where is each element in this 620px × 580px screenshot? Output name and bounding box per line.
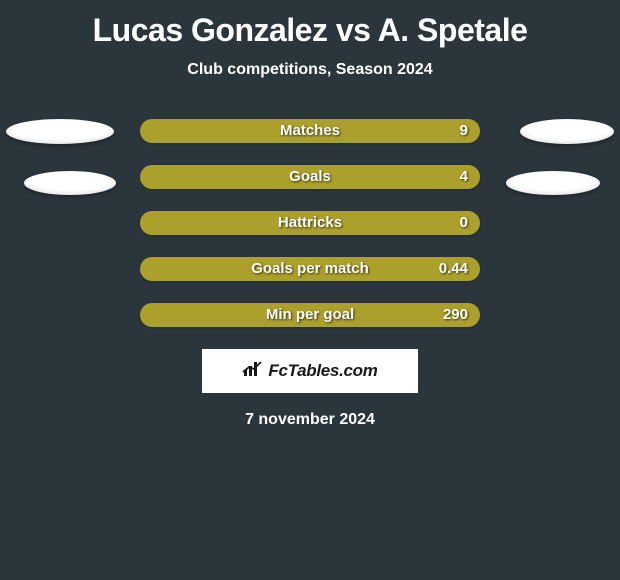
date-label: 7 november 2024	[0, 411, 620, 429]
bar-fill	[140, 119, 480, 143]
bar-row: Matches 9	[140, 119, 480, 143]
bar-row: Goals 4	[140, 165, 480, 189]
bars-group: Matches 9 Goals 4 Hattricks 0 Goals per …	[140, 119, 480, 327]
page-subtitle: Club competitions, Season 2024	[0, 61, 620, 79]
bar-fill	[140, 303, 480, 327]
logo-text: FcTables.com	[268, 361, 377, 381]
source-logo: FcTables.com	[202, 349, 418, 393]
bar-row: Goals per match 0.44	[140, 257, 480, 281]
comparison-chart: Matches 9 Goals 4 Hattricks 0 Goals per …	[0, 119, 620, 429]
bar-fill	[140, 165, 480, 189]
bar-row: Hattricks 0	[140, 211, 480, 235]
bar-row: Min per goal 290	[140, 303, 480, 327]
bar-fill	[140, 257, 480, 281]
chart-icon	[242, 360, 264, 383]
player-left-ellipse-2	[24, 171, 116, 195]
player-left-ellipse-1	[6, 119, 114, 144]
page-title: Lucas Gonzalez vs A. Spetale	[0, 12, 620, 49]
bar-fill	[140, 211, 480, 235]
player-right-ellipse-2	[506, 171, 600, 195]
player-right-ellipse-1	[520, 119, 614, 144]
